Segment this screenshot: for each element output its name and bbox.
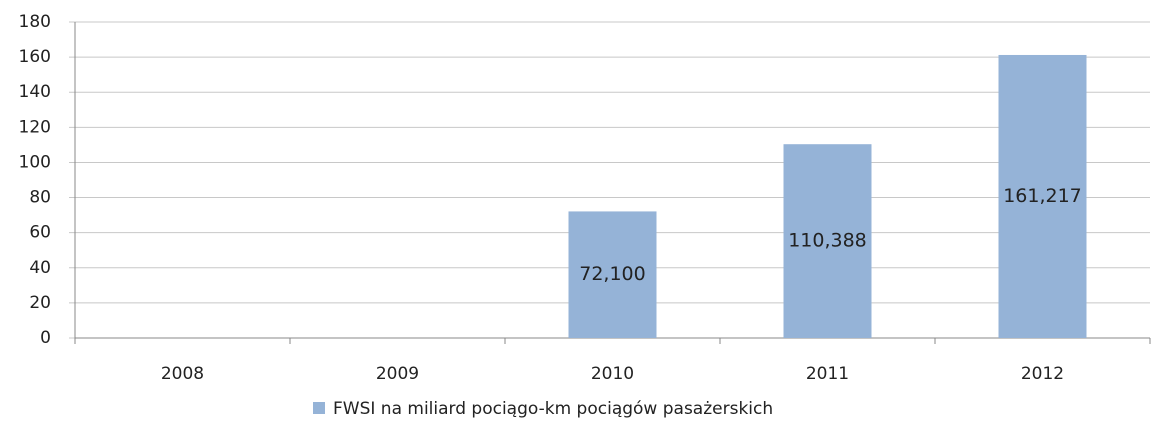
bar — [568, 211, 657, 338]
legend-swatch — [313, 402, 325, 414]
x-tick-label: 2010 — [591, 364, 634, 384]
bar — [998, 54, 1087, 338]
y-tick-label: 100 — [19, 152, 51, 172]
y-tick-label: 40 — [29, 258, 51, 278]
y-tick-label: 180 — [19, 12, 51, 32]
x-tick-label: 2012 — [1021, 364, 1064, 384]
y-tick-label: 0 — [40, 328, 51, 348]
y-tick-label: 120 — [19, 117, 51, 137]
data-label: 110,388 — [788, 230, 867, 252]
y-tick-label: 140 — [19, 82, 51, 102]
x-tick-label: 2008 — [161, 364, 204, 384]
y-tick-label: 160 — [19, 47, 51, 67]
x-tick-label: 2011 — [806, 364, 849, 384]
y-tick-label: 20 — [29, 293, 51, 313]
bar — [783, 144, 872, 338]
x-tick-label: 2009 — [376, 364, 419, 384]
legend-label: FWSI na miliard pociągo-km pociągów pasa… — [333, 399, 773, 419]
y-tick-label: 60 — [29, 223, 51, 243]
y-tick-label: 80 — [29, 188, 51, 208]
data-label: 161,217 — [1003, 185, 1082, 207]
data-label: 72,100 — [579, 263, 645, 285]
